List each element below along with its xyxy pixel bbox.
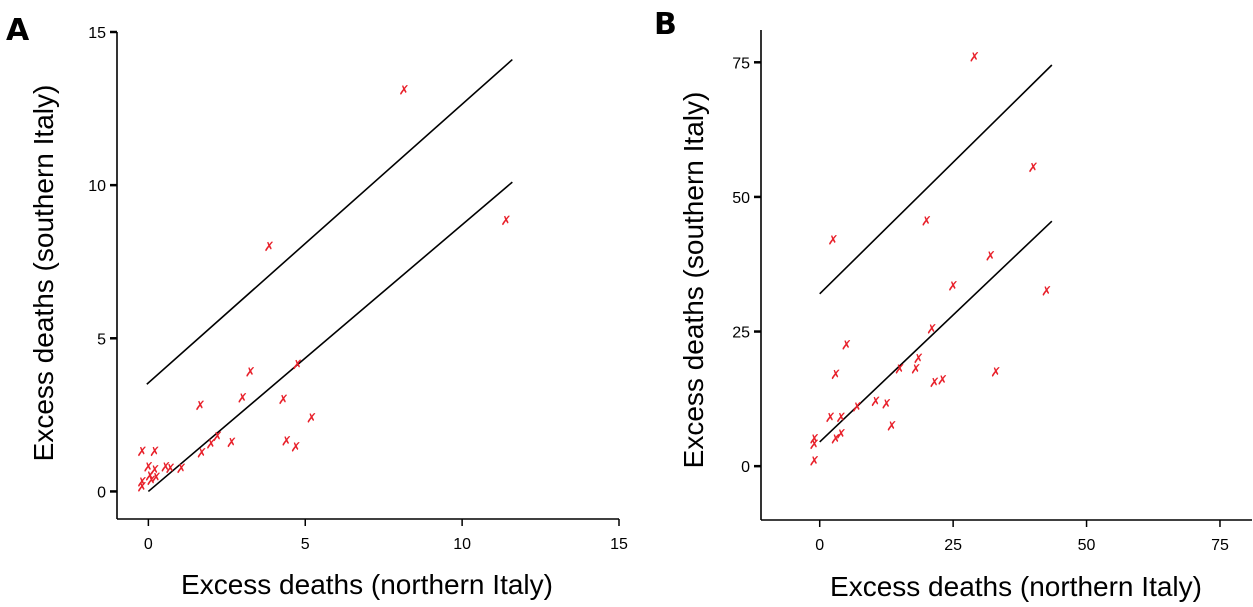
data-point: ✗: [292, 358, 303, 373]
data-point: ✗: [1028, 161, 1039, 176]
x-tick-label: 50: [1078, 537, 1096, 554]
x-tick-label: 10: [453, 536, 471, 553]
fit-line: [819, 220, 1053, 443]
data-point: ✗: [137, 476, 148, 491]
fit-line: [147, 181, 513, 493]
data-point: ✗: [929, 376, 940, 391]
x-tick-label: 15: [610, 536, 628, 553]
data-point: ✗: [894, 363, 905, 378]
data-point: ✗: [809, 454, 820, 469]
y-tick-label: 0: [97, 484, 106, 501]
data-point: ✗: [143, 460, 154, 475]
data-point: ✗: [852, 400, 863, 415]
y-tick-label: 75: [732, 55, 750, 72]
panel-b-ticks: 0 25 50 75 0 25 50 75: [732, 55, 1229, 554]
data-point: ✗: [165, 462, 176, 477]
panel-a-ticks: 0 5 10 15 0 5 10 15: [88, 25, 628, 553]
y-tick-label: 50: [732, 190, 750, 207]
data-point: ✗: [264, 240, 275, 255]
data-point: ✗: [212, 430, 223, 445]
x-tick-label: 25: [944, 537, 962, 554]
data-point: ✗: [990, 365, 1001, 380]
data-point: ✗: [137, 480, 148, 495]
data-point: ✗: [969, 50, 980, 65]
data-point: ✗: [985, 250, 996, 265]
fit-line: [819, 64, 1053, 295]
data-point: ✗: [144, 470, 155, 485]
x-tick-label: 5: [301, 536, 310, 553]
data-point: ✗: [160, 460, 171, 475]
data-point: ✗: [501, 214, 512, 229]
data-point: ✗: [841, 339, 852, 354]
data-point: ✗: [278, 393, 289, 408]
y-tick-label: 15: [88, 25, 106, 42]
x-tick-label: 75: [1211, 537, 1229, 554]
data-point: ✗: [948, 279, 959, 294]
panel-a-x-axis-title: Excess deaths (northern Italy): [181, 569, 553, 600]
x-tick-label: 0: [815, 537, 824, 554]
data-point: ✗: [196, 447, 207, 462]
data-point: ✗: [149, 463, 160, 478]
data-point: ✗: [137, 445, 148, 460]
data-point: ✗: [306, 411, 317, 426]
data-point: ✗: [836, 411, 847, 426]
data-point: ✗: [290, 441, 301, 456]
data-point: ✗: [245, 365, 256, 380]
data-point: ✗: [926, 322, 937, 337]
data-point: ✗: [913, 352, 924, 367]
data-point: ✗: [809, 433, 820, 448]
data-point: ✗: [149, 445, 160, 460]
data-point: ✗: [881, 398, 892, 413]
y-tick-label: 0: [741, 459, 750, 476]
data-point: ✗: [206, 437, 217, 452]
panel-b-fit-lines: [819, 64, 1053, 443]
data-point: ✗: [910, 363, 921, 378]
data-point: ✗: [836, 427, 847, 442]
panel-b-points: ✗✗✗✗✗✗✗✗✗✗✗ ✗ ✗✗✗ ✗✗✗✗✗✗✗✗✗✗✗✗: [809, 50, 1052, 469]
panel-a-points: ✗✗✗✗✗✗✗✗✗✗✗ ✗✗✗✗✗ ✗✗✗✗✗✗✗✗✗✗✗: [137, 84, 512, 496]
data-point: ✗: [1041, 285, 1052, 300]
data-point: ✗: [937, 374, 948, 389]
x-tick-label: 0: [144, 536, 153, 553]
fit-line: [146, 58, 513, 385]
panel-a-letter: A: [6, 13, 30, 48]
data-point: ✗: [195, 399, 206, 414]
data-point: ✗: [828, 234, 839, 249]
data-point: ✗: [886, 419, 897, 434]
data-point: ✗: [870, 395, 881, 410]
panel-a-y-axis-title: Excess deaths (southern Italy): [28, 85, 59, 462]
data-point: ✗: [399, 84, 410, 99]
data-point: ✗: [237, 392, 248, 407]
data-point: ✗: [809, 438, 820, 453]
panel-b-letter: B: [654, 7, 677, 42]
data-point: ✗: [146, 474, 157, 489]
data-point: ✗: [830, 368, 841, 383]
data-point: ✗: [176, 462, 187, 477]
data-point: ✗: [226, 436, 237, 451]
y-tick-label: 10: [88, 178, 106, 195]
data-point: ✗: [281, 434, 292, 449]
data-point: ✗: [921, 215, 932, 230]
y-tick-label: 25: [732, 325, 750, 342]
y-tick-label: 5: [97, 331, 106, 348]
panel-b-y-axis-title: Excess deaths (southern Italy): [678, 92, 709, 469]
data-point: ✗: [151, 471, 162, 486]
panel-a-fit-lines: [146, 58, 513, 493]
data-point: ✗: [825, 411, 836, 426]
data-point: ✗: [830, 433, 841, 448]
panel-b-x-axis-title: Excess deaths (northern Italy): [830, 571, 1202, 602]
